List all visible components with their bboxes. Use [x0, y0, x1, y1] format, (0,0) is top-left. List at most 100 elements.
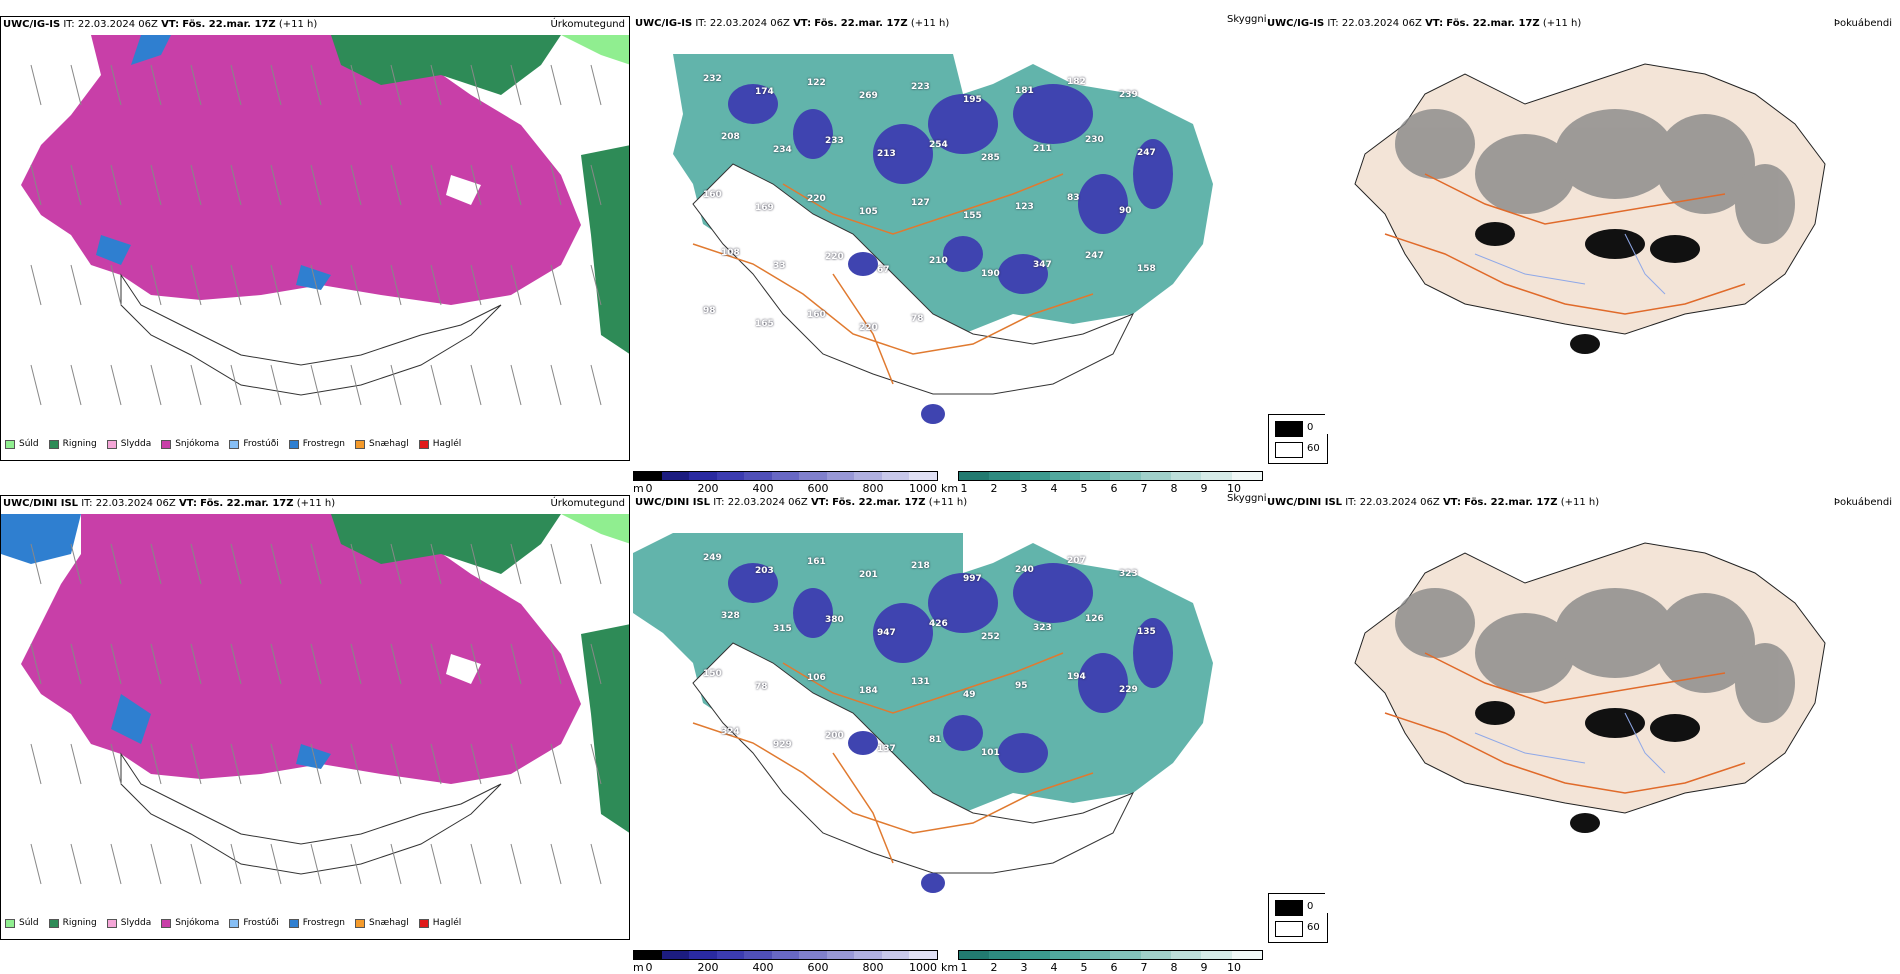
- snow-depth-label: 233: [825, 136, 844, 146]
- snow-depth-label: 220: [859, 323, 878, 333]
- tick-label: 2: [990, 482, 998, 495]
- legend-item-snow: Snjókoma: [161, 918, 219, 928]
- snow-depth-label: 247: [1137, 148, 1156, 158]
- snow-depth-label: 201: [859, 570, 878, 580]
- snow-depth-labels-layer: 249 203 161 201 218 997 240 207 323 328 315 380 947 4…: [633, 513, 1263, 913]
- snow-depth-label: 135: [1137, 627, 1156, 637]
- precip-type-title: Úrkomutegund: [550, 498, 625, 509]
- tick-label: 4: [1050, 482, 1058, 495]
- snow-depth-label: 323: [1033, 623, 1052, 633]
- legend-item-snow-pellets: Snæhagl: [355, 439, 409, 449]
- precip-type-map: [1, 35, 629, 435]
- snow-depth-label: 239: [1119, 90, 1138, 100]
- tick-label: 400: [752, 482, 774, 495]
- snow-depth-label: 285: [981, 153, 1000, 163]
- snow-depth-label: 247: [1085, 251, 1104, 261]
- tick-label: 0: [645, 961, 653, 974]
- snow-depth-label: 254: [929, 140, 948, 150]
- fog-title: Þokuábendi: [1833, 18, 1892, 29]
- snow-depth-label: 213: [877, 149, 896, 159]
- legend-item-drizzle: Súld: [5, 918, 39, 928]
- snow-depth-label: 155: [963, 211, 982, 221]
- tick-label: 400: [752, 961, 774, 974]
- snow-depth-label: 195: [963, 95, 982, 105]
- panel-header: UWC/DINI ISL IT: 22.03.2024 06Z VT: Fös.…: [1267, 497, 1600, 508]
- snow-depth-label: 108: [721, 248, 740, 258]
- panel-header: UWC/IG-IS IT: 22.03.2024 06Z VT: Fös. 22…: [3, 19, 318, 30]
- panel-header: UWC/IG-IS IT: 22.03.2024 06Z VT: Fös. 22…: [1267, 18, 1582, 29]
- legend-item-snow: Snjókoma: [161, 439, 219, 449]
- snow-depth-label: 150: [703, 669, 722, 679]
- snow-depth-label: 997: [963, 574, 982, 584]
- legend-item-drizzle: Súld: [5, 439, 39, 449]
- snow-depth-label: 122: [807, 78, 826, 88]
- tick-label: 9: [1200, 482, 1208, 495]
- tick-label: 600: [807, 482, 829, 495]
- snow-depth-label: 81: [929, 735, 942, 745]
- tick-label: 3: [1020, 482, 1028, 495]
- fog-panel: UWC/DINI ISL IT: 22.03.2024 06Z VT: Fös.…: [1265, 495, 1900, 965]
- legend-item-freezing-rain: Frostregn: [288, 439, 345, 449]
- legend-item-freezing-drizzle: Frostúði: [229, 918, 279, 928]
- snow-depth-label: 232: [703, 74, 722, 84]
- visibility-map: [633, 533, 1213, 893]
- snow-depth-label: 98: [703, 306, 716, 316]
- height-unit: m: [633, 482, 644, 495]
- tick-label: 200: [697, 482, 719, 495]
- legend-item-sleet: Slydda: [106, 918, 151, 928]
- model-row-dini: UWC/DINI ISL IT: 22.03.2024 06Z VT: Fös.…: [0, 493, 1900, 974]
- snow-depth-label: 229: [1119, 685, 1138, 695]
- snow-depth-label: 190: [981, 269, 1000, 279]
- tick-label: 1: [960, 482, 968, 495]
- tick-label: 8: [1170, 961, 1178, 974]
- legend-item-hail: Haglél: [418, 918, 461, 928]
- height-colorbar: [633, 950, 938, 960]
- height-colorbar: [633, 471, 938, 481]
- visibility-title: Skyggni: [1227, 14, 1267, 25]
- snow-depth-label: 101: [981, 748, 1000, 758]
- tick-label: 1000: [909, 961, 937, 974]
- legend-item-rain: Rigning: [48, 918, 97, 928]
- cloud-legend-max: 60: [1307, 922, 1320, 933]
- snow-depth-label: 208: [721, 132, 740, 142]
- tick-label: 8: [1170, 482, 1178, 495]
- tick-label: 0: [645, 482, 653, 495]
- snow-depth-label: 240: [1015, 565, 1034, 575]
- cloud-legend-min: 0: [1307, 422, 1314, 433]
- snow-depth-label: 947: [877, 628, 896, 638]
- snow-depth-label: 315: [773, 624, 792, 634]
- snow-depth-label: 131: [911, 677, 930, 687]
- fog-map: [1325, 34, 1895, 434]
- panel-header: UWC/DINI ISL IT: 22.03.2024 06Z VT: Fös.…: [3, 498, 336, 509]
- tick-label: 9: [1200, 961, 1208, 974]
- legend-item-sleet: Slydda: [106, 439, 151, 449]
- snow-depth-label: 223: [911, 82, 930, 92]
- snow-depth-label: 83: [1067, 193, 1080, 203]
- snow-depth-label: 78: [911, 314, 924, 324]
- fog-panel: UWC/IG-IS IT: 22.03.2024 06Z VT: Fös. 22…: [1265, 16, 1900, 486]
- snow-depth-label: 211: [1033, 144, 1052, 154]
- cloud-legend: 0 60: [1268, 893, 1328, 943]
- visibility-unit: km: [941, 961, 959, 974]
- fog-map: [1325, 513, 1895, 913]
- tick-label: 5: [1080, 482, 1088, 495]
- fog-title: Þokuábendi: [1833, 497, 1892, 508]
- tick-label: 10: [1227, 961, 1241, 974]
- snow-depth-label: 33: [773, 261, 786, 271]
- snow-depth-label: 220: [807, 194, 826, 204]
- snow-depth-label: 182: [1067, 77, 1086, 87]
- snow-depth-label: 105: [859, 207, 878, 217]
- snow-depth-label: 207: [1067, 556, 1086, 566]
- tick-label: 600: [807, 961, 829, 974]
- tick-label: 7: [1140, 961, 1148, 974]
- snow-depth-label: 218: [911, 561, 930, 571]
- snow-depth-label: 174: [755, 87, 774, 97]
- snow-depth-label: 127: [911, 198, 930, 208]
- snow-depth-label: 165: [755, 319, 774, 329]
- snow-depth-label: 123: [1015, 202, 1034, 212]
- tick-label: 800: [862, 482, 884, 495]
- panel-header: UWC/DINI ISL IT: 22.03.2024 06Z VT: Fös.…: [635, 497, 968, 508]
- visibility-colorbar: [958, 471, 1263, 481]
- panel-header: UWC/IG-IS IT: 22.03.2024 06Z VT: Fös. 22…: [635, 18, 950, 29]
- visibility-unit: km: [941, 482, 959, 495]
